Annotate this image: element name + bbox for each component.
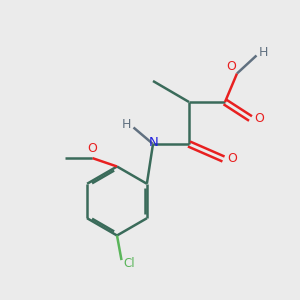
Text: Cl: Cl <box>123 257 135 270</box>
Text: H: H <box>122 118 132 131</box>
Text: O: O <box>227 152 237 166</box>
Text: H: H <box>258 46 268 59</box>
Text: O: O <box>88 142 97 155</box>
Text: O: O <box>227 60 236 74</box>
Text: O: O <box>254 112 264 125</box>
Text: N: N <box>149 136 158 149</box>
